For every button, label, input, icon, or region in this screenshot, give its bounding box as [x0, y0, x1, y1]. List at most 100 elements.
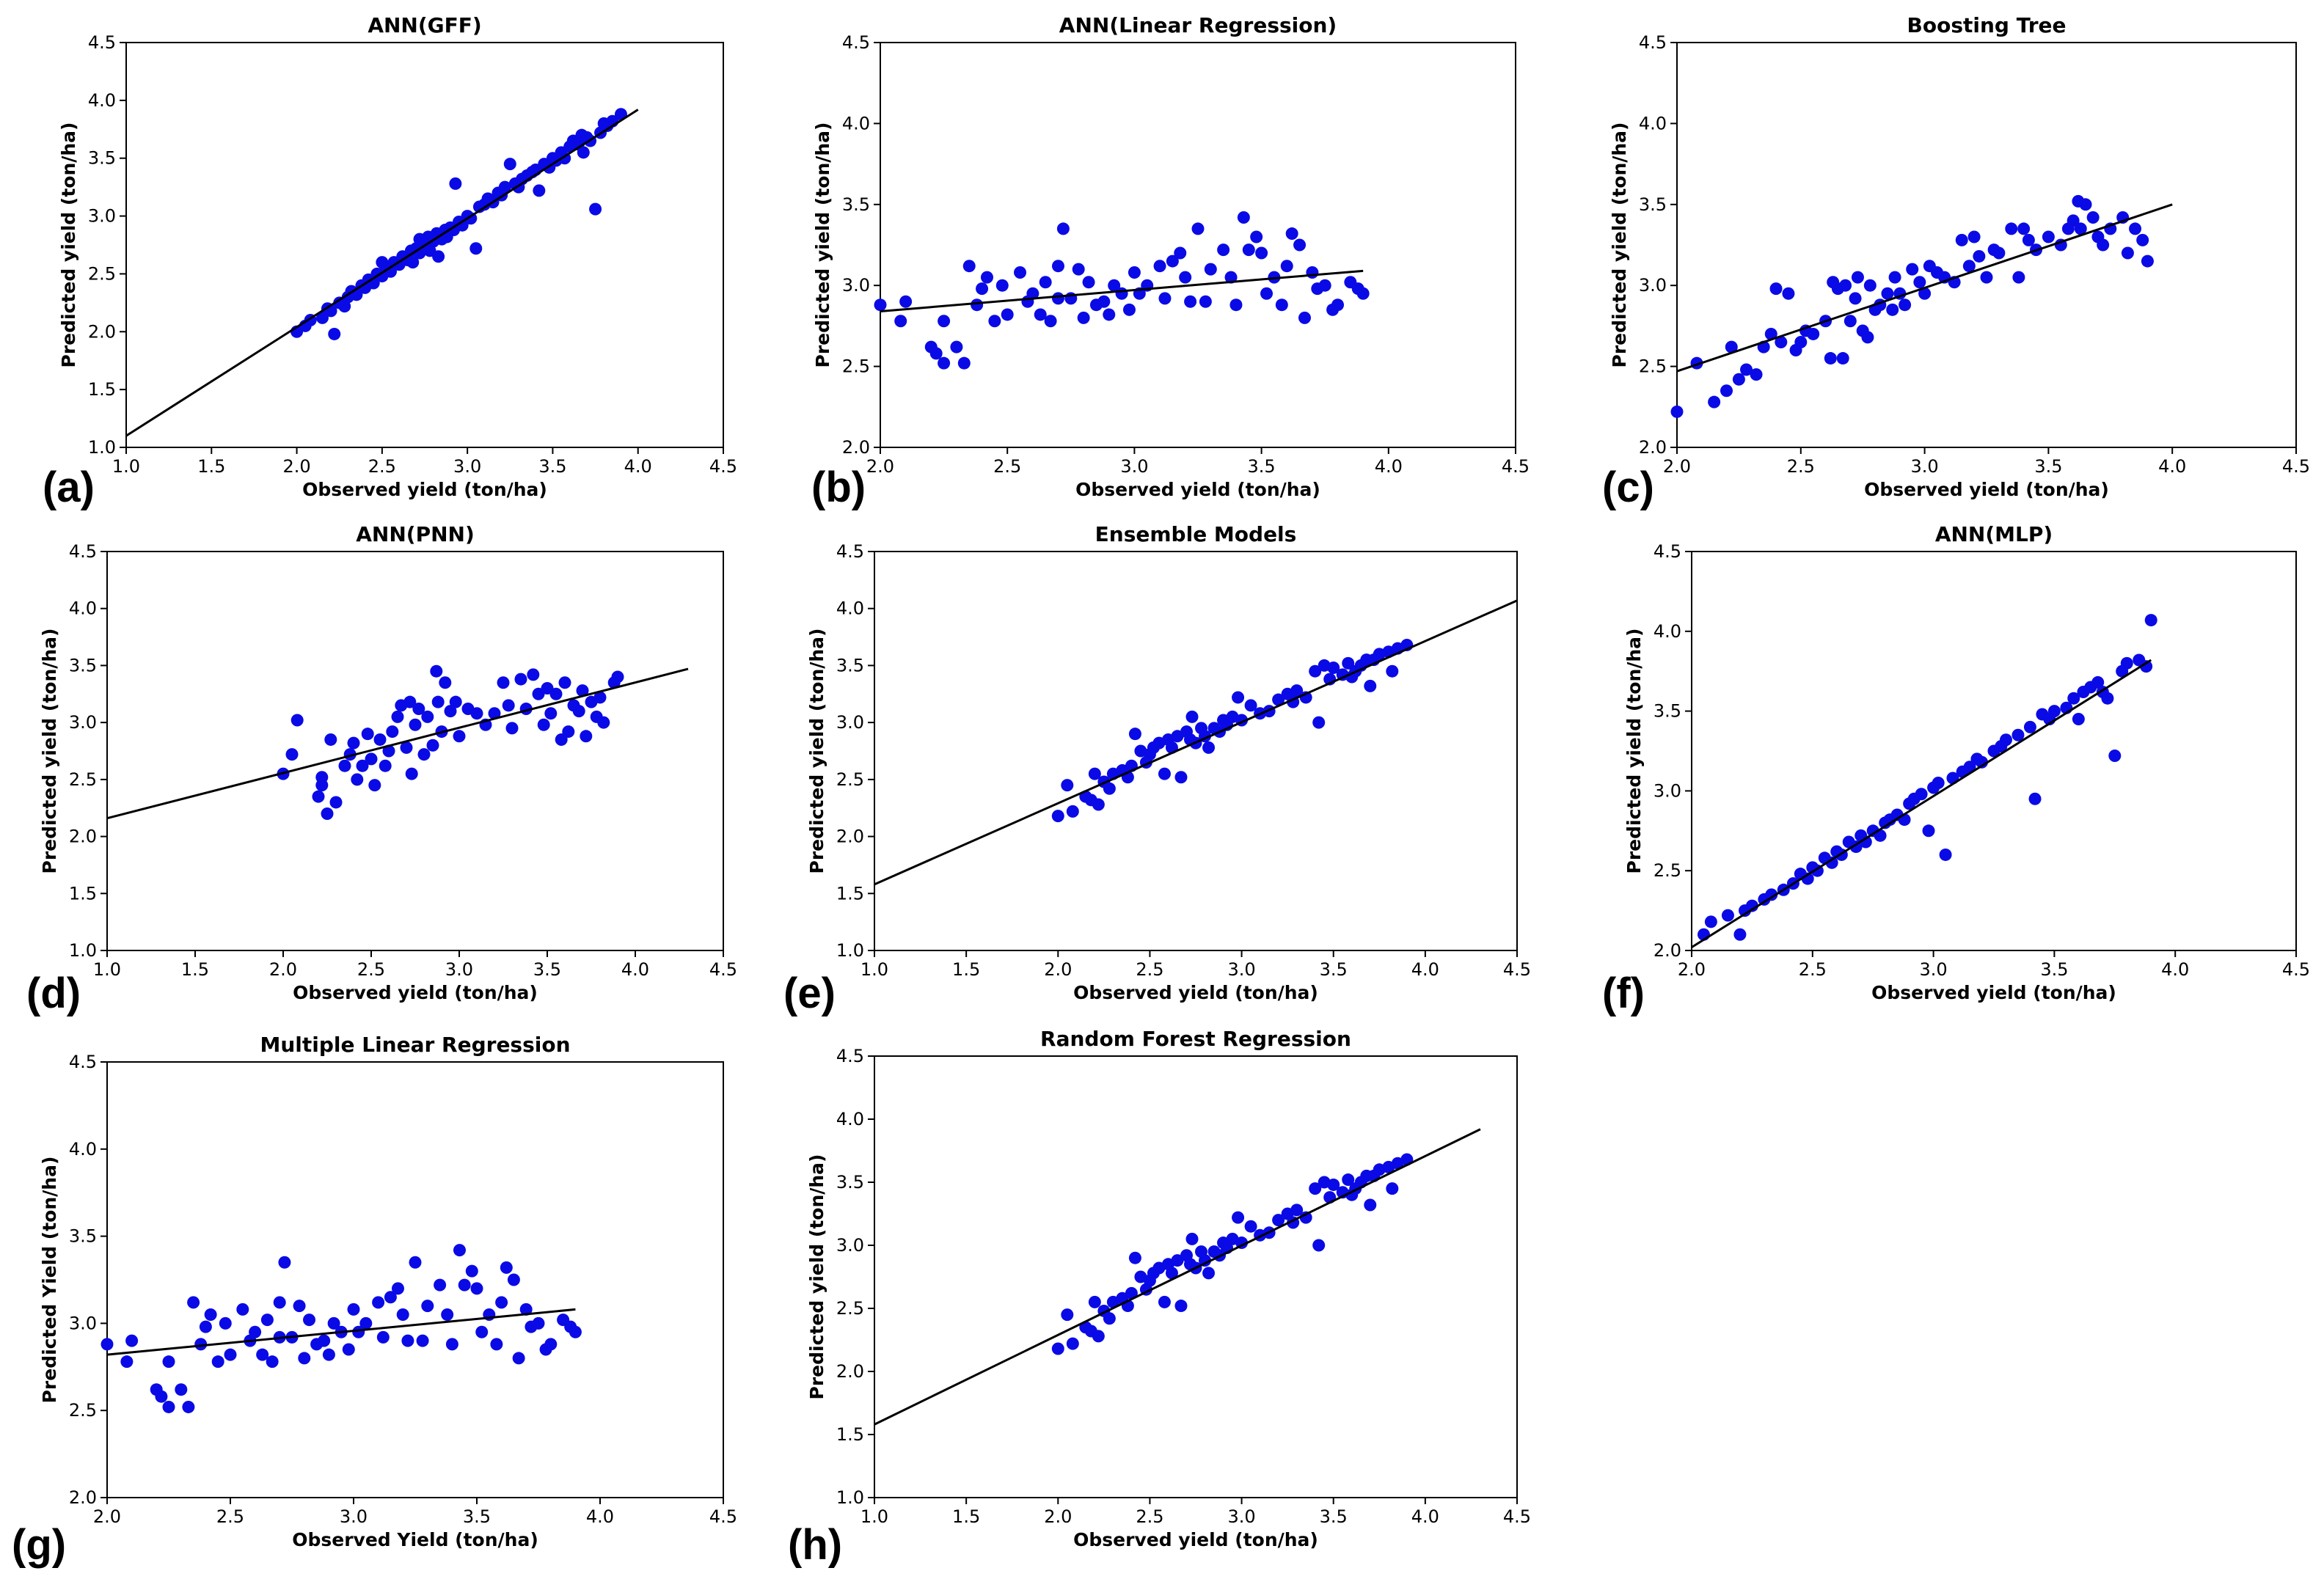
data-point	[1331, 298, 1345, 312]
x-tick-label: 3.0	[1227, 1506, 1255, 1527]
x-tick-label: 1.5	[952, 959, 980, 980]
data-point	[347, 1303, 360, 1316]
fit-line	[106, 1308, 576, 1356]
data-point	[1386, 664, 1399, 678]
panel-label: (e)	[783, 970, 836, 1017]
y-tick-label: 2.0	[842, 437, 870, 458]
data-point	[1888, 271, 1901, 284]
panel-label: (a)	[43, 464, 95, 511]
chart-panel: 2.0 2.5 3.0 3.5 4.0 4.5 2.0 2.5 3.0 3.5 4.0 4.5 Mult…	[12, 1033, 737, 1569]
data-point	[1293, 238, 1307, 252]
panel-label: (b)	[811, 464, 866, 511]
data-point	[962, 260, 976, 273]
data-point	[1836, 352, 1849, 365]
data-point	[2042, 230, 2055, 243]
data-point	[2067, 692, 2080, 705]
data-point	[1922, 824, 1935, 838]
data-point	[2136, 233, 2149, 246]
data-point	[322, 1348, 335, 1361]
data-point	[356, 759, 369, 772]
data-point	[101, 1338, 114, 1351]
data-point	[449, 177, 462, 190]
data-point	[1386, 1182, 1399, 1195]
data-point	[1915, 788, 1928, 801]
data-point	[1967, 230, 1981, 243]
data-point	[1839, 279, 1852, 292]
x-tick-label: 3.5	[463, 1506, 491, 1527]
plot-frame	[874, 551, 1518, 951]
data-point	[1306, 266, 1319, 279]
data-point	[1881, 287, 1894, 300]
data-point	[368, 779, 381, 792]
x-tick-label: 2.5	[1787, 456, 1815, 477]
data-point	[1077, 311, 1090, 324]
y-tick-label: 2.0	[836, 827, 864, 847]
x-tick-label: 4.5	[709, 1506, 737, 1527]
y-tick-label: 3.5	[836, 1172, 864, 1192]
data-point	[426, 739, 439, 752]
chart-panel: 2.0 2.5 3.0 3.5 4.0 4.5 2.0 2.5 3.0 3.5 4.0 4.5 ANN(…	[811, 13, 1530, 511]
data-point	[421, 1300, 434, 1313]
data-point	[406, 256, 420, 269]
x-axis-label: Observed yield (ton/ha)	[302, 479, 547, 500]
data-point	[562, 725, 575, 739]
data-point	[544, 1338, 558, 1351]
data-point	[1088, 767, 1101, 780]
y-tick-label: 3.5	[842, 194, 870, 215]
data-point	[1199, 295, 1212, 308]
data-point	[338, 759, 351, 772]
y-tick-label: 2.0	[836, 1361, 864, 1382]
data-point	[512, 1352, 525, 1365]
x-tick-label: 4.0	[1375, 456, 1403, 477]
data-point	[1720, 384, 1733, 398]
data-point	[957, 356, 971, 370]
data-point	[219, 1316, 232, 1330]
plot-frame	[106, 1061, 724, 1498]
plot-frame	[874, 1055, 1518, 1498]
data-point	[495, 1296, 508, 1309]
data-point	[1051, 260, 1064, 273]
x-axis-label: Observed Yield (ton/ha)	[292, 1529, 538, 1550]
x-tick-label: 3.0	[1120, 456, 1148, 477]
data-point	[453, 1244, 466, 1257]
x-axis-label: Observed yield (ton/ha)	[1864, 479, 2109, 500]
data-point	[1066, 1337, 1079, 1350]
data-point	[572, 705, 585, 718]
data-point	[324, 733, 337, 746]
x-tick-label: 3.5	[2034, 456, 2062, 477]
x-tick-label: 3.5	[538, 456, 566, 477]
y-tick-label: 1.0	[88, 437, 116, 458]
fit-line	[125, 109, 639, 437]
data-point	[1034, 308, 1047, 321]
data-point	[1849, 292, 1862, 305]
data-point	[1745, 899, 1758, 912]
x-tick-label: 4.5	[2282, 959, 2310, 980]
data-point	[421, 710, 434, 723]
x-tick-label: 1.5	[181, 959, 209, 980]
data-point	[1285, 227, 1298, 241]
y-tick-label: 4.5	[1639, 32, 1667, 53]
data-point	[1272, 693, 1285, 706]
data-point	[1913, 276, 1926, 289]
data-point	[1255, 246, 1268, 260]
data-point	[409, 1256, 422, 1269]
y-tick-label: 2.5	[836, 769, 864, 790]
y-tick-label: 2.0	[69, 827, 97, 847]
y-axis-label: Predicted yield (ton/ha)	[806, 1154, 827, 1400]
data-point	[1721, 909, 1734, 922]
data-point	[1861, 331, 1874, 344]
data-point	[1298, 311, 1311, 324]
data-point	[611, 670, 624, 684]
fit-line	[874, 1128, 1481, 1426]
data-point	[456, 219, 469, 232]
plot-frame	[1691, 551, 2297, 951]
y-tick-label: 1.5	[836, 1424, 864, 1445]
data-point	[351, 773, 364, 786]
data-point	[1342, 656, 1355, 670]
x-tick-label: 3.0	[453, 456, 481, 477]
data-point	[376, 1330, 390, 1344]
data-point	[1061, 779, 1074, 792]
data-point	[469, 242, 483, 255]
data-point	[1202, 1267, 1216, 1280]
data-point	[541, 682, 554, 695]
